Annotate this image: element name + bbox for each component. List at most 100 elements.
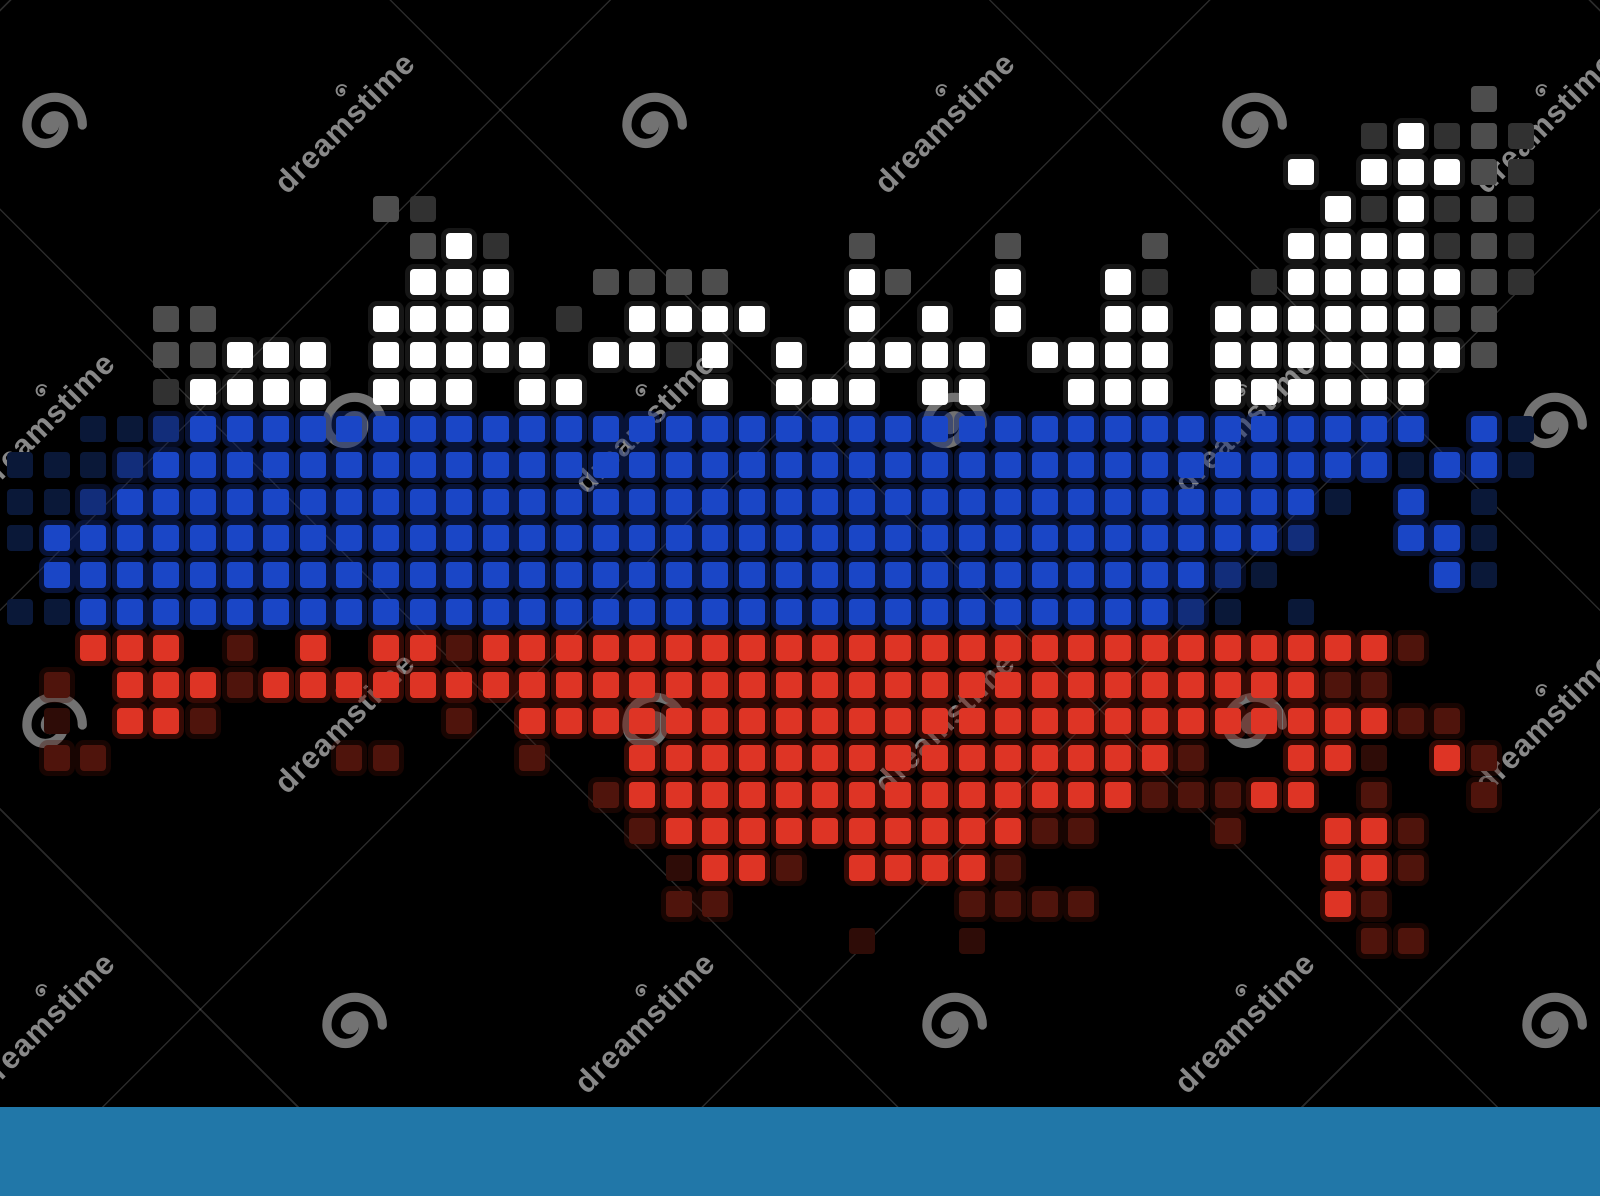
map-cell-blue-flag-stripe [556, 562, 582, 588]
map-cell-white-flag-stripe [1251, 342, 1278, 369]
map-cell-red-flag-stripe [153, 635, 180, 662]
map-cell-blue-flag-stripe [739, 488, 765, 515]
map-cell-dark-red-edge [665, 891, 692, 918]
map-cell-red-flag-stripe [116, 671, 143, 698]
map-cell-dim-blue [80, 488, 107, 515]
map-cell-dim-blue [1288, 525, 1314, 552]
map-cell-white-flag-stripe [1105, 342, 1131, 369]
map-cell-blue-flag-stripe [116, 525, 143, 552]
map-cell-white-flag-stripe [848, 342, 875, 369]
map-cell-blue-flag-stripe [1068, 525, 1095, 552]
map-cell-dark-navy-edge [1471, 525, 1497, 552]
map-cell-dark-red-edge [1068, 818, 1095, 845]
map-cell-gray-arctic-edge [1471, 122, 1497, 149]
map-cell-white-flag-stripe [482, 342, 509, 369]
map-cell-white-flag-stripe [446, 379, 473, 405]
map-cell-red-flag-stripe [519, 671, 546, 698]
map-cell-blue-flag-stripe [299, 452, 326, 479]
map-cell-red-flag-stripe [409, 635, 436, 662]
map-cell-blue-flag-stripe [556, 525, 582, 552]
map-cell-red-flag-stripe [1214, 635, 1241, 662]
map-cell-red-flag-stripe [702, 854, 729, 881]
map-cell-red-flag-stripe [1324, 891, 1351, 918]
map-cell-red-flag-stripe [922, 635, 948, 662]
map-cell-blue-flag-stripe [592, 415, 619, 442]
map-cell-blue-flag-stripe [775, 525, 802, 552]
map-cell-white-flag-stripe [556, 379, 582, 405]
map-cell-dark-red-edge [1361, 781, 1388, 808]
watermark-diagonal-lines [0, 0, 1600, 1107]
map-cell-red-flag-stripe [153, 708, 180, 735]
map-cell-dark-red-edge [1361, 928, 1388, 954]
map-cell-blue-flag-stripe [592, 488, 619, 515]
map-cell-blue-flag-stripe [1251, 415, 1278, 442]
map-cell-red-flag-stripe [446, 671, 473, 698]
map-cell-blue-flag-stripe [702, 452, 729, 479]
map-cell-white-flag-stripe [1214, 342, 1241, 369]
map-cell-blue-flag-stripe [922, 525, 948, 552]
map-cell-blue-flag-stripe [409, 488, 436, 515]
map-cell-blue-flag-stripe [702, 598, 729, 625]
map-cell-red-flag-stripe [482, 635, 509, 662]
map-cell-blue-flag-stripe [336, 488, 363, 515]
map-cell-white-flag-stripe [1434, 269, 1461, 296]
map-cell-blue-flag-stripe [958, 415, 985, 442]
map-cell-dark-red-edge [592, 781, 619, 808]
map-cell-white-flag-stripe [1361, 232, 1388, 259]
map-cell-blue-flag-stripe [519, 488, 546, 515]
map-cell-red-flag-stripe [482, 671, 509, 698]
map-cell-white-flag-stripe [1324, 305, 1351, 332]
map-cell-blue-flag-stripe [885, 598, 912, 625]
map-cell-blue-flag-stripe [80, 598, 107, 625]
map-cell-gray-arctic-edge [153, 305, 180, 332]
map-cell-blue-flag-stripe [995, 452, 1022, 479]
map-cell-blue-flag-stripe [556, 452, 582, 479]
map-cell-white-flag-stripe [848, 379, 875, 405]
map-cell-white-flag-stripe [1141, 305, 1168, 332]
map-cell-blue-flag-stripe [958, 562, 985, 588]
map-cell-white-flag-stripe [702, 379, 729, 405]
map-cell-blue-flag-stripe [409, 598, 436, 625]
map-cell-blue-flag-stripe [446, 415, 473, 442]
map-cell-blue-flag-stripe [116, 488, 143, 515]
map-cell-white-flag-stripe [958, 342, 985, 369]
map-cell-blue-flag-stripe [482, 488, 509, 515]
map-cell-blue-flag-stripe [665, 598, 692, 625]
map-cell-blue-flag-stripe [1141, 598, 1168, 625]
map-cell-blue-flag-stripe [922, 598, 948, 625]
map-cell-red-flag-stripe [592, 708, 619, 735]
map-cell-blue-flag-stripe [958, 598, 985, 625]
map-cell-blue-flag-stripe [80, 525, 107, 552]
map-cell-blue-flag-stripe [848, 525, 875, 552]
map-cell-dark-red-edge [43, 745, 70, 771]
map-cell-red-flag-stripe [702, 745, 729, 771]
map-cell-white-flag-stripe [373, 342, 399, 369]
map-cell-red-flag-stripe [702, 671, 729, 698]
map-cell-red-flag-stripe [1251, 635, 1278, 662]
map-cell-red-flag-stripe [1324, 854, 1351, 881]
map-cell-blue-flag-stripe [519, 525, 546, 552]
map-cell-blue-flag-stripe [775, 562, 802, 588]
pixel-map-of-russia [7, 86, 1534, 954]
map-cell-white-flag-stripe [299, 342, 326, 369]
map-cell-blue-flag-stripe [629, 525, 656, 552]
map-cell-dark-gray-arctic-edge [1141, 269, 1168, 296]
map-cell-blue-flag-stripe [116, 598, 143, 625]
map-cell-blue-flag-stripe [446, 562, 473, 588]
map-cell-red-flag-stripe [812, 781, 839, 808]
map-cell-blue-flag-stripe [226, 452, 253, 479]
map-cell-blue-flag-stripe [446, 488, 473, 515]
map-cell-white-flag-stripe [1031, 342, 1058, 369]
map-cell-white-flag-stripe [592, 342, 619, 369]
map-cell-blue-flag-stripe [848, 415, 875, 442]
map-cell-blue-flag-stripe [1068, 415, 1095, 442]
map-cell-blue-flag-stripe [336, 452, 363, 479]
map-cell-dark-red-edge [1031, 818, 1058, 845]
map-cell-gray-arctic-edge [1471, 232, 1497, 259]
map-cell-blue-flag-stripe [775, 488, 802, 515]
map-cell-blue-flag-stripe [1178, 525, 1205, 552]
map-cell-blue-flag-stripe [1361, 452, 1388, 479]
map-cell-dark-navy-edge [43, 598, 70, 625]
map-cell-blue-flag-stripe [995, 488, 1022, 515]
map-cell-red-flag-stripe [1141, 745, 1168, 771]
